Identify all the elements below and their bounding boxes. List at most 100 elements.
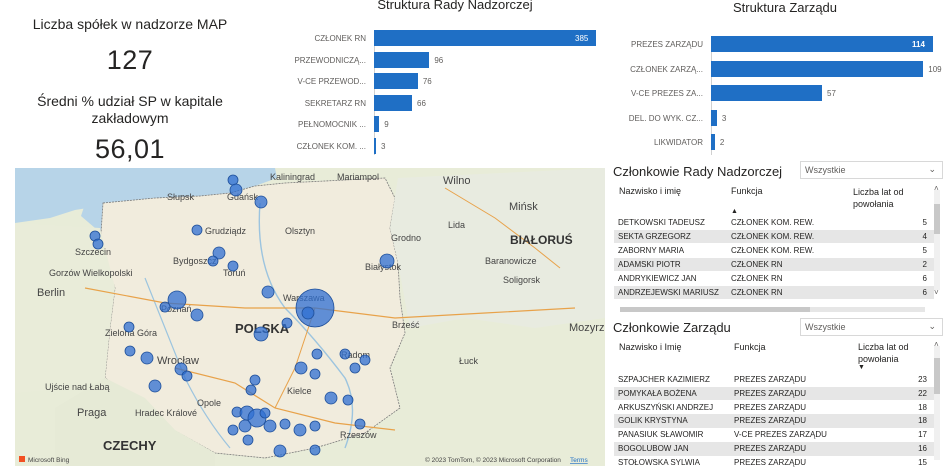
table-row[interactable]: ANDRZEJEWSKI MARIUSZ CZŁONEK RN 6 (614, 285, 934, 300)
company-bubble[interactable] (227, 174, 239, 186)
company-bubble[interactable] (339, 348, 351, 360)
bar[interactable] (711, 109, 717, 126)
company-bubble[interactable] (324, 391, 338, 405)
table-row[interactable]: BOGOLUBOW JAN PREZES ZARZĄDU 16 (614, 442, 934, 456)
bar-row[interactable]: CZŁONEK RN 385 (314, 30, 596, 46)
company-bubble[interactable] (227, 424, 239, 436)
z-scroll-up-icon[interactable]: ˄ (934, 340, 939, 349)
bar[interactable] (711, 60, 924, 77)
rn-hscrollbar[interactable] (620, 307, 925, 312)
table-row[interactable]: ADAMSKI PIOTR CZŁONEK RN 2 (614, 257, 934, 272)
bar-row[interactable]: V-CE PREZES ZA... 57 (631, 85, 933, 101)
company-bubble[interactable] (294, 361, 308, 375)
company-bubble[interactable] (242, 434, 254, 446)
company-bubble[interactable] (140, 351, 154, 365)
company-bubble[interactable] (281, 317, 293, 329)
bar-row[interactable]: CZŁONEK ZARZĄ... 109 (630, 60, 942, 77)
z-table-body[interactable]: SZPAJCHER KAZIMIERZ PREZES ZARZĄDU 23 POMYK… (614, 373, 934, 468)
z-header-function[interactable]: Funkcja (734, 342, 766, 352)
bar[interactable] (374, 73, 418, 89)
bar[interactable] (711, 134, 715, 150)
bar[interactable] (374, 51, 430, 68)
company-bubble[interactable] (227, 260, 239, 272)
table-row[interactable]: POMYKAŁA BOŻENA PREZES ZARZĄDU 22 (614, 386, 934, 401)
z-scrollbar[interactable] (934, 346, 940, 460)
table-row[interactable]: ANDRYKIEWICZ JAN CZŁONEK RN 6 (614, 272, 934, 286)
rn-header-name[interactable]: Nazwisko i imię (619, 186, 682, 196)
company-bubble[interactable] (279, 418, 291, 430)
z-header-years[interactable]: Liczba lat od powołania (858, 341, 909, 365)
company-bubble[interactable] (190, 308, 204, 322)
company-bubble[interactable] (229, 183, 243, 197)
table-row[interactable]: SEKTA GRZEGORZ CZŁONEK KOM. REW. 4 (614, 229, 934, 244)
company-bubble[interactable] (92, 238, 104, 250)
table-row[interactable]: ARKUSZYŃSKI ANDRZEJ PREZES ZARZĄDU 18 (614, 401, 934, 415)
company-bubble[interactable] (181, 370, 193, 382)
bar[interactable] (374, 137, 376, 154)
bar-row[interactable]: V-CE PRZEWOD... 76 (298, 73, 596, 89)
company-bubble[interactable] (263, 419, 277, 433)
rn-scroll-thumb[interactable] (934, 204, 940, 234)
rn-header-years[interactable]: Liczba lat od powołania (853, 186, 904, 210)
company-bubble[interactable] (124, 345, 136, 357)
company-bubble[interactable] (311, 348, 323, 360)
rn-table-body[interactable]: DETKOWSKI TADEUSZ CZŁONEK KOM. REW. 5 SEKTA… (614, 216, 934, 306)
bar[interactable] (374, 30, 596, 46)
rn-hscroll-thumb[interactable] (620, 307, 810, 312)
bar[interactable] (711, 36, 933, 52)
company-bubble[interactable] (148, 379, 162, 393)
company-bubble[interactable] (123, 321, 135, 333)
bar[interactable] (374, 94, 413, 111)
company-bubble[interactable] (293, 423, 307, 437)
bar[interactable] (374, 116, 380, 132)
company-bubble[interactable] (273, 444, 287, 458)
company-bubble[interactable] (259, 407, 271, 419)
company-bubble[interactable] (309, 420, 321, 432)
rn-scroll-up-icon[interactable]: ˄ (934, 184, 939, 193)
rn-scrollbar[interactable] (934, 190, 940, 290)
company-bubble[interactable] (167, 290, 187, 310)
company-bubble[interactable] (342, 394, 354, 406)
company-bubble[interactable] (191, 224, 203, 236)
bar-row[interactable]: SEKRETARZ RN 66 (305, 94, 596, 111)
management-structure-chart[interactable]: PREZES ZARZĄDU 114 CZŁONEK ZARZĄ... 109 V-CE… (629, 36, 942, 156)
rn-slicer-dropdown[interactable]: Wszystkie ⌄ (800, 161, 943, 179)
bar-row[interactable]: PREZES ZARZĄDU 114 (631, 36, 933, 52)
bar[interactable] (711, 85, 822, 101)
table-row[interactable]: SZPAJCHER KAZIMIERZ PREZES ZARZĄDU 23 (614, 373, 934, 387)
terms-link[interactable]: Terms (570, 457, 588, 464)
company-bubble[interactable] (349, 362, 361, 374)
bar-row[interactable]: PRZEWODNICZĄ... 96 (294, 51, 596, 68)
bar-row[interactable]: CZŁONEK KOM. ... 3 (297, 137, 596, 154)
company-bubble[interactable] (249, 374, 261, 386)
company-bubble[interactable] (207, 255, 219, 267)
companies-map[interactable]: Kaliningrad Mariampol Wilno Mińsk Lida G… (15, 168, 605, 466)
bar-row[interactable]: DEL. DO WYK. CZ... 3 (629, 109, 933, 126)
bar-row[interactable]: LIKWIDATOR 2 (654, 134, 933, 150)
company-bubble[interactable] (309, 368, 321, 380)
rn-scroll-down-icon[interactable]: ˅ (934, 288, 939, 297)
board-structure-chart[interactable]: CZŁONEK RN 385 PRZEWODNICZĄ... 96 V-CE PRZEW… (294, 30, 604, 155)
company-bubbles[interactable] (89, 174, 395, 458)
company-bubble[interactable] (238, 419, 252, 433)
company-bubble[interactable] (159, 301, 171, 313)
company-bubble[interactable] (261, 285, 275, 299)
table-row[interactable]: STOŁOWSKA SYLWIA PREZES ZARZĄDU 15 (614, 456, 934, 468)
rn-header-function[interactable]: Funkcja (731, 186, 763, 196)
company-bubble[interactable] (379, 253, 395, 269)
bar-row[interactable]: PEŁNOMOCNIK ... 9 (298, 116, 596, 132)
company-bubble[interactable] (301, 306, 315, 320)
table-row[interactable]: PANASIUK SŁAWOMIR V-CE PREZES ZARZĄDU 17 (614, 428, 934, 442)
map-canvas[interactable]: Kaliningrad Mariampol Wilno Mińsk Lida G… (15, 168, 605, 466)
table-row[interactable]: GOLIK KRYSTYNA PREZES ZARZĄDU 18 (614, 414, 934, 428)
company-bubble[interactable] (359, 354, 371, 366)
z-header-name[interactable]: Nazwisko i Imię (619, 342, 682, 352)
z-scroll-thumb[interactable] (934, 358, 940, 394)
company-bubble[interactable] (354, 418, 366, 430)
company-bubble[interactable] (212, 246, 226, 260)
table-row[interactable]: DETKOWSKI TADEUSZ CZŁONEK KOM. REW. 5 (614, 216, 934, 230)
company-bubble[interactable] (254, 195, 268, 209)
company-bubble[interactable] (253, 326, 269, 342)
company-bubble[interactable] (245, 384, 257, 396)
company-bubble-warsaw[interactable] (295, 288, 335, 328)
